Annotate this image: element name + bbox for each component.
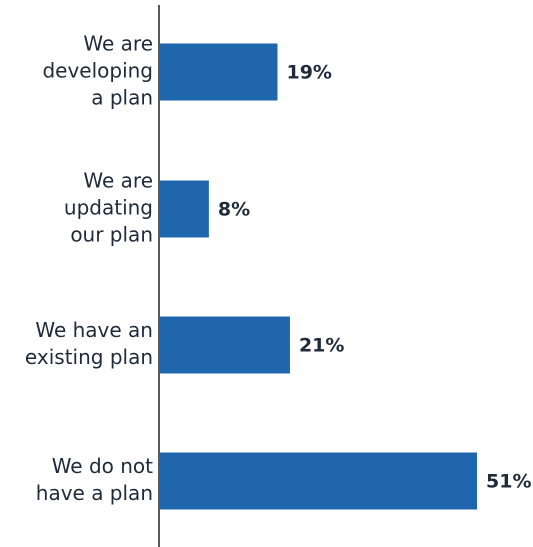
value-label-2: 8% [218, 199, 250, 221]
category-label-3-line-2: existing plan [25, 345, 153, 369]
category-label-3-line-1: We have an [35, 318, 153, 342]
category-label-4-line-1: We do not [52, 454, 153, 478]
bar-4 [159, 452, 477, 510]
category-label-2-line-1: We are [83, 169, 153, 193]
bar-2 [159, 180, 209, 238]
bar-3 [159, 316, 290, 374]
value-label-1: 19% [286, 62, 331, 84]
category-label-1-line-1: We are [83, 32, 153, 56]
category-label-2-line-2: updating [64, 196, 153, 220]
category-label-1-line-3: a plan [91, 86, 153, 110]
category-label-2-line-3: our plan [70, 223, 153, 247]
value-label-4: 51% [486, 471, 531, 493]
bar-1 [159, 43, 278, 101]
value-label-3: 21% [299, 335, 344, 357]
category-label-4-line-2: have a plan [36, 481, 153, 505]
category-label-1-line-2: developing [42, 59, 153, 83]
